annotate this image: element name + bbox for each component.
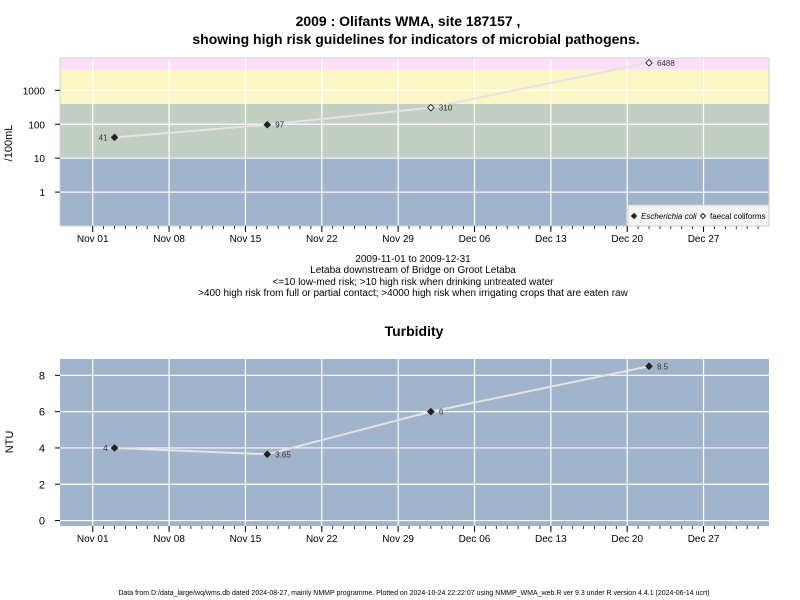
top-data-points: 41 97 310 6488 (99, 59, 676, 143)
bottom-y-axis: 0 2 4 6 8 (39, 370, 60, 528)
legend: Escherichia coli faecal coliforms (627, 204, 770, 227)
bottom-x-tick-label: Nov 08 (153, 534, 185, 545)
bottom-data-points: 4 3.65 6 8.5 (103, 362, 669, 459)
top-y-axis: 1 10 100 1000 (23, 86, 60, 199)
top-y-tick-label: 1 (39, 188, 45, 199)
risk-caption-contact: >400 high risk from full or partial cont… (198, 288, 628, 299)
faecal-coliform-point (427, 103, 435, 112)
bottom-series-line (114, 365, 650, 456)
bottom-y-axis-label: NTU (4, 431, 16, 454)
top-x-tick-label: Dec 27 (688, 234, 720, 245)
bottom-x-tick-label: Dec 27 (688, 534, 720, 545)
figure-title-line1: 2009 : Olifants WMA, site 187157 , (296, 13, 521, 29)
turbidity-title: Turbidity (385, 323, 444, 339)
risk-band-1 (60, 103, 769, 159)
turbidity-data-label: 4 (103, 444, 108, 453)
top-x-tick-label: Nov 29 (382, 234, 414, 245)
legend-ecoli-label: Escherichia coli (641, 212, 697, 221)
legend-box (627, 204, 770, 227)
top-x-tick-label: Dec 20 (611, 234, 643, 245)
top-y-tick-label: 100 (28, 120, 45, 131)
footer-note: Data from D:/data_large/wq/wms.db dated … (118, 590, 709, 597)
bottom-y-tick-label: 4 (39, 443, 45, 455)
turbidity-data-label: 3.65 (275, 450, 291, 459)
turbidity-data-label: 8.5 (657, 362, 669, 371)
turbidity-chart: 4 3.65 6 8.5 0 2 4 6 8 Nov 01 Nov 08 Nov 15 Nov 22… (4, 359, 769, 545)
site-caption: Letaba downstream of Bridge on Groot Let… (310, 265, 516, 276)
top-y-tick-label: 1000 (23, 86, 46, 97)
bottom-x-tick-label: Dec 06 (459, 534, 491, 545)
top-data-label: 6488 (657, 59, 675, 68)
turbidity-point (263, 450, 272, 459)
top-plot-frame (59, 57, 770, 227)
top-series-lines (114, 61, 650, 139)
risk-caption-drinking: <=10 low-med risk; >10 high risk when dr… (273, 277, 555, 288)
bottom-y-tick-label: 0 (39, 516, 45, 528)
bottom-x-axis: Nov 01 Nov 08 Nov 15 Nov 22 Nov 29 Dec 06 Dec … (77, 526, 759, 545)
top-gridlines (59, 57, 770, 227)
top-data-label: 41 (99, 133, 108, 142)
bottom-y-tick-label: 6 (39, 407, 45, 419)
top-data-label: 310 (439, 104, 453, 113)
microbial-chart: 41 97 310 6488 1 10 100 1000 Nov 01 Nov 08 Nov 1… (3, 57, 770, 245)
bottom-gridlines (60, 359, 769, 526)
top-y-tick-label: 10 (34, 154, 46, 165)
ecoli-point (110, 133, 119, 142)
top-x-tick-label: Nov 15 (230, 234, 262, 245)
turbidity-point (110, 444, 119, 452)
bottom-x-tick-label: Nov 22 (306, 534, 338, 545)
bottom-x-tick-label: Nov 29 (382, 534, 414, 545)
turbidity-point (645, 362, 653, 371)
turbidity-plot-background (60, 359, 769, 526)
faecal-coliform-point (645, 58, 653, 67)
top-x-axis: Nov 01 Nov 08 Nov 15 Nov 22 Nov 29 Dec 06 Dec … (77, 226, 759, 245)
date-range-caption: 2009-11-01 to 2009-12-31 (355, 254, 471, 265)
risk-band-3 (60, 58, 769, 70)
top-x-tick-label: Nov 08 (153, 234, 185, 245)
top-series-line (114, 61, 650, 139)
bottom-x-tick-label: Dec 13 (535, 534, 567, 545)
bottom-x-tick-label: Nov 15 (230, 534, 262, 545)
bottom-x-tick-label: Nov 01 (77, 534, 109, 545)
legend-faecal-label: faecal coliforms (710, 212, 766, 221)
figure-title-line2: showing high risk guidelines for indicat… (192, 31, 639, 47)
turbidity-point (427, 407, 435, 416)
top-x-tick-label: Nov 01 (77, 234, 109, 245)
top-x-tick-label: Nov 22 (306, 234, 338, 245)
top-x-tick-label: Dec 13 (535, 234, 567, 245)
top-x-tick-label: Dec 06 (459, 234, 491, 245)
top-data-label: 97 (275, 121, 284, 130)
turbidity-data-label: 6 (439, 408, 444, 417)
top-y-axis-label: /100mL (3, 125, 15, 162)
risk-band-2 (60, 69, 769, 104)
legend-ecoli-marker (630, 212, 638, 220)
legend-faecal-marker (699, 212, 707, 220)
risk-bands (60, 58, 769, 226)
bottom-x-tick-label: Dec 20 (611, 534, 643, 545)
ecoli-point (263, 120, 272, 129)
turbidity-line (114, 365, 650, 456)
bottom-y-tick-label: 2 (39, 479, 45, 491)
bottom-y-tick-label: 8 (39, 370, 45, 382)
